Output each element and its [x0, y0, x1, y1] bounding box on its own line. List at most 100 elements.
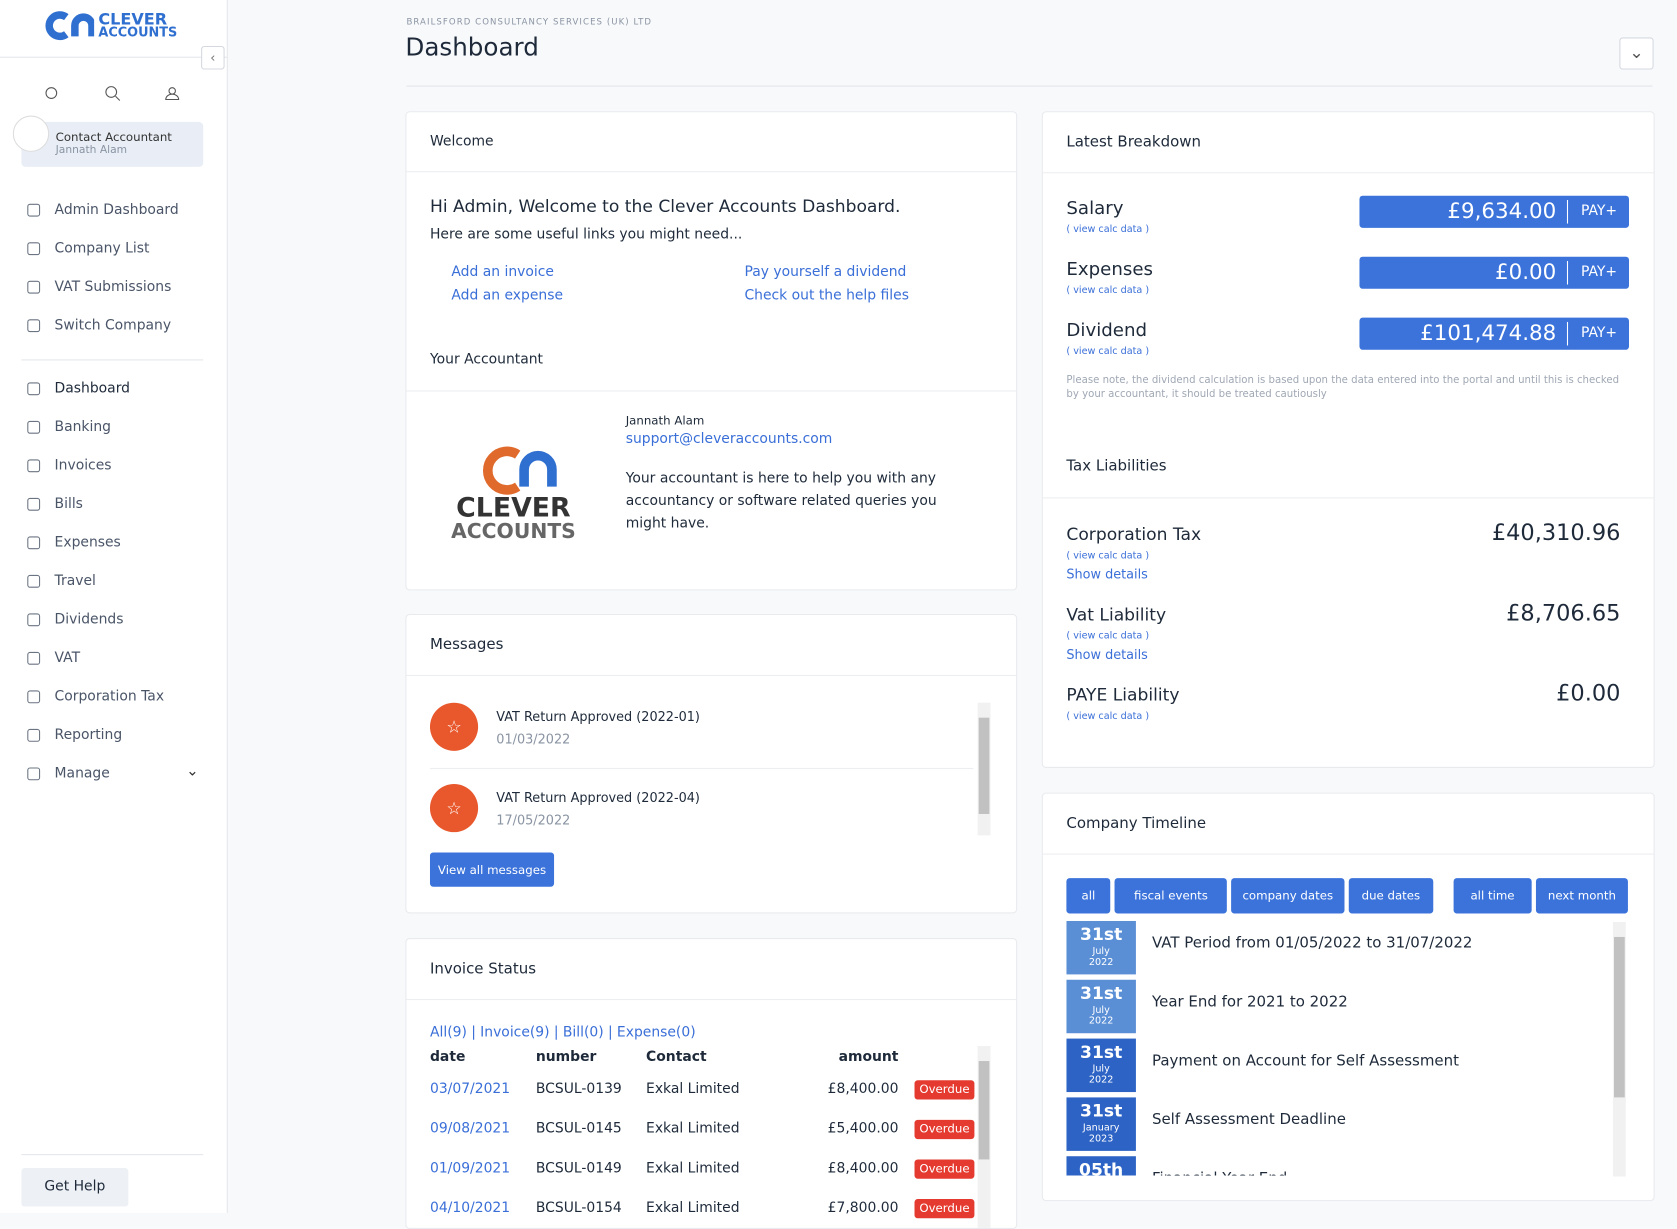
collapse-button[interactable]: ‹ — [201, 45, 225, 70]
page-title: Dashboard — [405, 34, 539, 63]
timeline-filter[interactable]: fiscal events — [1114, 878, 1228, 914]
nav-item[interactable]: VAT — [26, 650, 80, 666]
nav-item[interactable]: Manage — [26, 766, 110, 782]
date-day: 31st — [1080, 982, 1123, 1004]
contact-name: Jannath Alam — [55, 144, 128, 157]
timeline-range[interactable]: next month — [1535, 878, 1628, 914]
invoice-filter[interactable]: Expense(0) — [616, 1024, 696, 1041]
date-badge: 31st January 2023 — [1066, 1097, 1136, 1151]
date-badge: 05th — [1066, 1156, 1136, 1176]
divider — [1566, 200, 1569, 224]
calc-link[interactable]: ( view calc data ) — [1066, 224, 1150, 236]
breakdown-value-button: £0.00 PAY+ — [1359, 256, 1630, 289]
nav-item[interactable]: Travel — [26, 573, 96, 589]
breakdown-value: £0.00 — [1495, 258, 1557, 285]
nav-item[interactable]: Corporation Tax — [26, 689, 164, 705]
column-header: number — [535, 1049, 597, 1066]
invoice-cell: Exkal Limited — [646, 1120, 740, 1137]
event-text: Self Assessment Deadline — [1151, 1111, 1346, 1129]
invoice-cell[interactable]: 04/10/2021 — [429, 1200, 511, 1217]
invoice-cell[interactable]: 01/09/2021 — [429, 1160, 511, 1177]
quick-link[interactable]: Pay yourself a dividend — [744, 264, 907, 281]
divider — [1566, 260, 1569, 285]
invoice-amount: £7,800.00 — [827, 1200, 899, 1217]
nav-label: VAT — [54, 650, 81, 667]
nav-label: Switch Company — [54, 317, 172, 334]
tax-value: £0.00 — [1556, 680, 1621, 706]
view-messages-button[interactable]: View all messages — [429, 852, 555, 887]
timeline-events: 31st July 2022 VAT Period from 01/05/2022 t… — [1066, 920, 1611, 1176]
nav-item[interactable]: Banking — [26, 419, 111, 435]
calc-link[interactable]: ( view calc data ) — [1066, 285, 1150, 297]
timeline-range[interactable]: all time — [1453, 878, 1532, 914]
card-title: Welcome — [406, 112, 1017, 173]
nav-item[interactable]: Expenses — [26, 535, 121, 551]
invoice-filter[interactable]: Bill(0) — [562, 1024, 604, 1041]
calc-link[interactable]: ( view calc data ) — [1066, 550, 1150, 562]
contact-accountant[interactable]: Contact Accountant Jannath Alam — [21, 121, 204, 167]
header-dropdown[interactable]: ⌄ — [1619, 37, 1654, 70]
invoice-filter[interactable]: Invoice(9) — [480, 1024, 550, 1041]
quick-link[interactable]: Add an invoice — [451, 264, 554, 281]
date-year: 2023 — [1088, 1133, 1114, 1145]
scrollbar[interactable] — [977, 702, 991, 836]
nav-label: Company List — [54, 240, 150, 257]
accountant-email[interactable]: support@cleveraccounts.com — [625, 431, 833, 448]
nav-item[interactable]: Admin Dashboard — [26, 202, 179, 218]
timeline-filter[interactable]: all — [1066, 878, 1111, 914]
nav-item[interactable]: Switch Company — [26, 318, 171, 334]
nav-label: Corporation Tax — [54, 688, 165, 705]
nav-label: Banking — [54, 419, 111, 436]
toolbar-icons[interactable] — [41, 83, 191, 104]
tax-label: PAYE Liability — [1066, 684, 1180, 705]
scrollbar[interactable] — [1612, 921, 1626, 1177]
tax-label: Vat Liability — [1066, 604, 1167, 625]
pay-button[interactable]: PAY+ — [1581, 264, 1618, 281]
invoice-cell: Exkal Limited — [646, 1081, 740, 1098]
nav-label: VAT Submissions — [54, 279, 172, 296]
nav-item[interactable]: Reporting — [26, 727, 122, 743]
nav-item[interactable]: Bills — [26, 496, 83, 512]
date-day: 31st — [1080, 924, 1123, 945]
expand-icon[interactable]: ⌄ — [186, 762, 199, 780]
show-details[interactable]: Show details — [1066, 566, 1148, 582]
logo: CLEVER ACCOUNTS — [43, 11, 177, 41]
nav-item[interactable]: Invoices — [26, 458, 112, 474]
invoice-card: Invoice Status All(9) | Invoice(9) | Bill(0)… — [405, 938, 1018, 1229]
calc-link[interactable]: ( view calc data ) — [1066, 711, 1150, 722]
status-badge: Overdue — [914, 1080, 975, 1100]
nav-item[interactable]: Company List — [26, 241, 150, 257]
filter-separator: | — [607, 1024, 613, 1041]
calc-link[interactable]: ( view calc data ) — [1066, 631, 1150, 642]
logo-line: ACCOUNTS — [98, 24, 178, 40]
quick-link[interactable]: Add an expense — [451, 287, 564, 304]
timeline-filter[interactable]: company dates — [1231, 878, 1345, 914]
calc-link[interactable]: ( view calc data ) — [1066, 346, 1150, 358]
quick-link[interactable]: Check out the help files — [744, 287, 909, 304]
invoice-cell[interactable]: 03/07/2021 — [429, 1081, 511, 1098]
date-badge: 31st July 2022 — [1066, 920, 1136, 975]
timeline-filter[interactable]: due dates — [1348, 878, 1434, 914]
date-year: 2022 — [1088, 1016, 1114, 1027]
invoice-cell[interactable]: 09/08/2021 — [429, 1120, 511, 1137]
invoice-filter[interactable]: All(9) — [429, 1024, 467, 1041]
date-month: July — [1092, 1005, 1110, 1017]
message-title[interactable]: VAT Return Approved (2022-01) — [496, 709, 700, 725]
nav-item[interactable]: Dashboard — [26, 381, 130, 397]
show-details[interactable]: Show details — [1066, 647, 1148, 663]
invoice-filters: All(9) | Invoice(9) | Bill(0) | Expense(0) — [430, 1025, 696, 1041]
card-title: Messages — [406, 615, 1017, 676]
message-title[interactable]: VAT Return Approved (2022-04) — [496, 790, 700, 806]
card-title: Invoice Status — [406, 939, 1017, 1001]
pay-button[interactable]: PAY+ — [1581, 203, 1618, 220]
tax-value: £8,706.65 — [1506, 600, 1621, 626]
nav-item[interactable]: Dividends — [26, 612, 124, 628]
date-year: 2022 — [1088, 957, 1114, 968]
date-month: July — [1092, 1064, 1110, 1075]
nav-item[interactable]: VAT Submissions — [26, 279, 172, 295]
nav-label: Invoices — [54, 457, 112, 474]
scrollbar[interactable] — [977, 1046, 991, 1228]
help-button[interactable]: Get Help — [21, 1168, 129, 1207]
pay-button[interactable]: PAY+ — [1581, 325, 1618, 342]
